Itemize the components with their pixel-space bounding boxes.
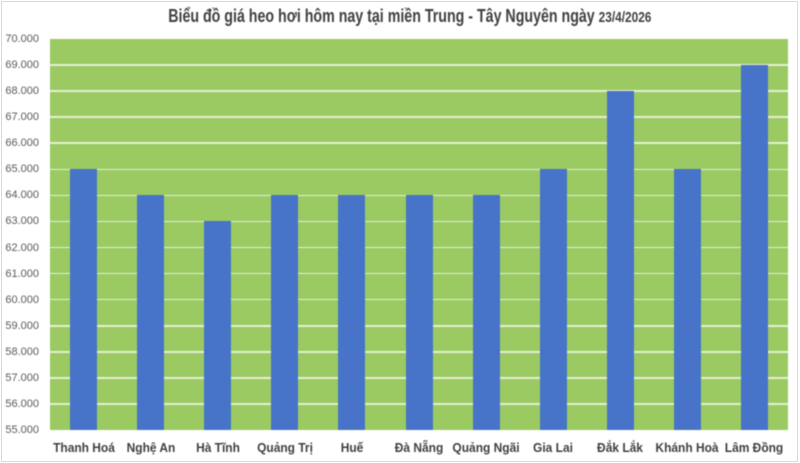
- bar-Quảng Trị: [271, 195, 299, 430]
- bar-Nghệ An: [137, 195, 165, 430]
- y-tick-label: 66.000: [5, 137, 39, 150]
- bar-Hà Tĩnh: [204, 221, 232, 430]
- y-tick-label: 55.000: [5, 424, 39, 436]
- gridline: [50, 116, 788, 118]
- gridline: [50, 194, 788, 197]
- gridline: [50, 142, 788, 145]
- category-label: Khánh Hoà: [655, 440, 719, 455]
- category-label: Gia Lai: [533, 440, 574, 455]
- y-tick-label: 62.000: [5, 241, 39, 254]
- category-label: Đà Nẵng: [394, 440, 444, 455]
- bar-Thanh Hoá: [70, 169, 98, 430]
- bar-Khánh Hoà: [673, 169, 701, 430]
- bar-Huế: [338, 195, 366, 430]
- y-tick-label: 61.000: [5, 267, 39, 280]
- bar-Lâm Đồng: [740, 65, 768, 430]
- y-tick-label: 57.000: [5, 371, 39, 384]
- category-label: Đắk Lắk: [597, 440, 644, 455]
- chart-title-main: Biểu đồ giá heo hơi hôm nay tại miền Tru…: [168, 6, 599, 26]
- category-label: Quảng Trị: [256, 440, 313, 455]
- y-tick-label: 58.000: [5, 345, 39, 358]
- y-tick-label: 63.000: [5, 215, 39, 228]
- chart-title-date: 23/4/2026: [598, 9, 652, 26]
- y-tick-label: 68.000: [5, 85, 39, 98]
- category-label: Lâm Đồng: [725, 440, 784, 455]
- bar-Quảng Ngãi: [472, 195, 500, 430]
- y-tick-label: 65.000: [5, 163, 39, 176]
- category-label: Nghệ An: [126, 440, 175, 455]
- y-tick-label: 70.000: [5, 33, 39, 45]
- y-tick-label: 67.000: [5, 111, 39, 124]
- bar-Đà Nẵng: [405, 195, 433, 430]
- gridline: [50, 64, 788, 66]
- gridline: [50, 90, 788, 92]
- y-tick-label: 60.000: [5, 293, 39, 306]
- bar-Gia Lai: [539, 169, 567, 430]
- y-tick-label: 59.000: [5, 319, 39, 332]
- y-tick-label: 69.000: [5, 59, 39, 72]
- bar-Đắk Lắk: [606, 91, 634, 430]
- category-label: Hà Tĩnh: [195, 440, 240, 455]
- category-label: Quảng Ngãi: [452, 440, 520, 455]
- plot-area: [50, 39, 788, 430]
- category-label: Huế: [340, 440, 364, 455]
- gridline: [50, 168, 788, 171]
- chart-title: Biểu đồ giá heo hơi hôm nay tại miền Tru…: [10, 6, 800, 27]
- y-tick-label: 56.000: [5, 397, 39, 410]
- category-label: Thanh Hoá: [52, 440, 115, 455]
- y-tick-label: 64.000: [5, 189, 39, 202]
